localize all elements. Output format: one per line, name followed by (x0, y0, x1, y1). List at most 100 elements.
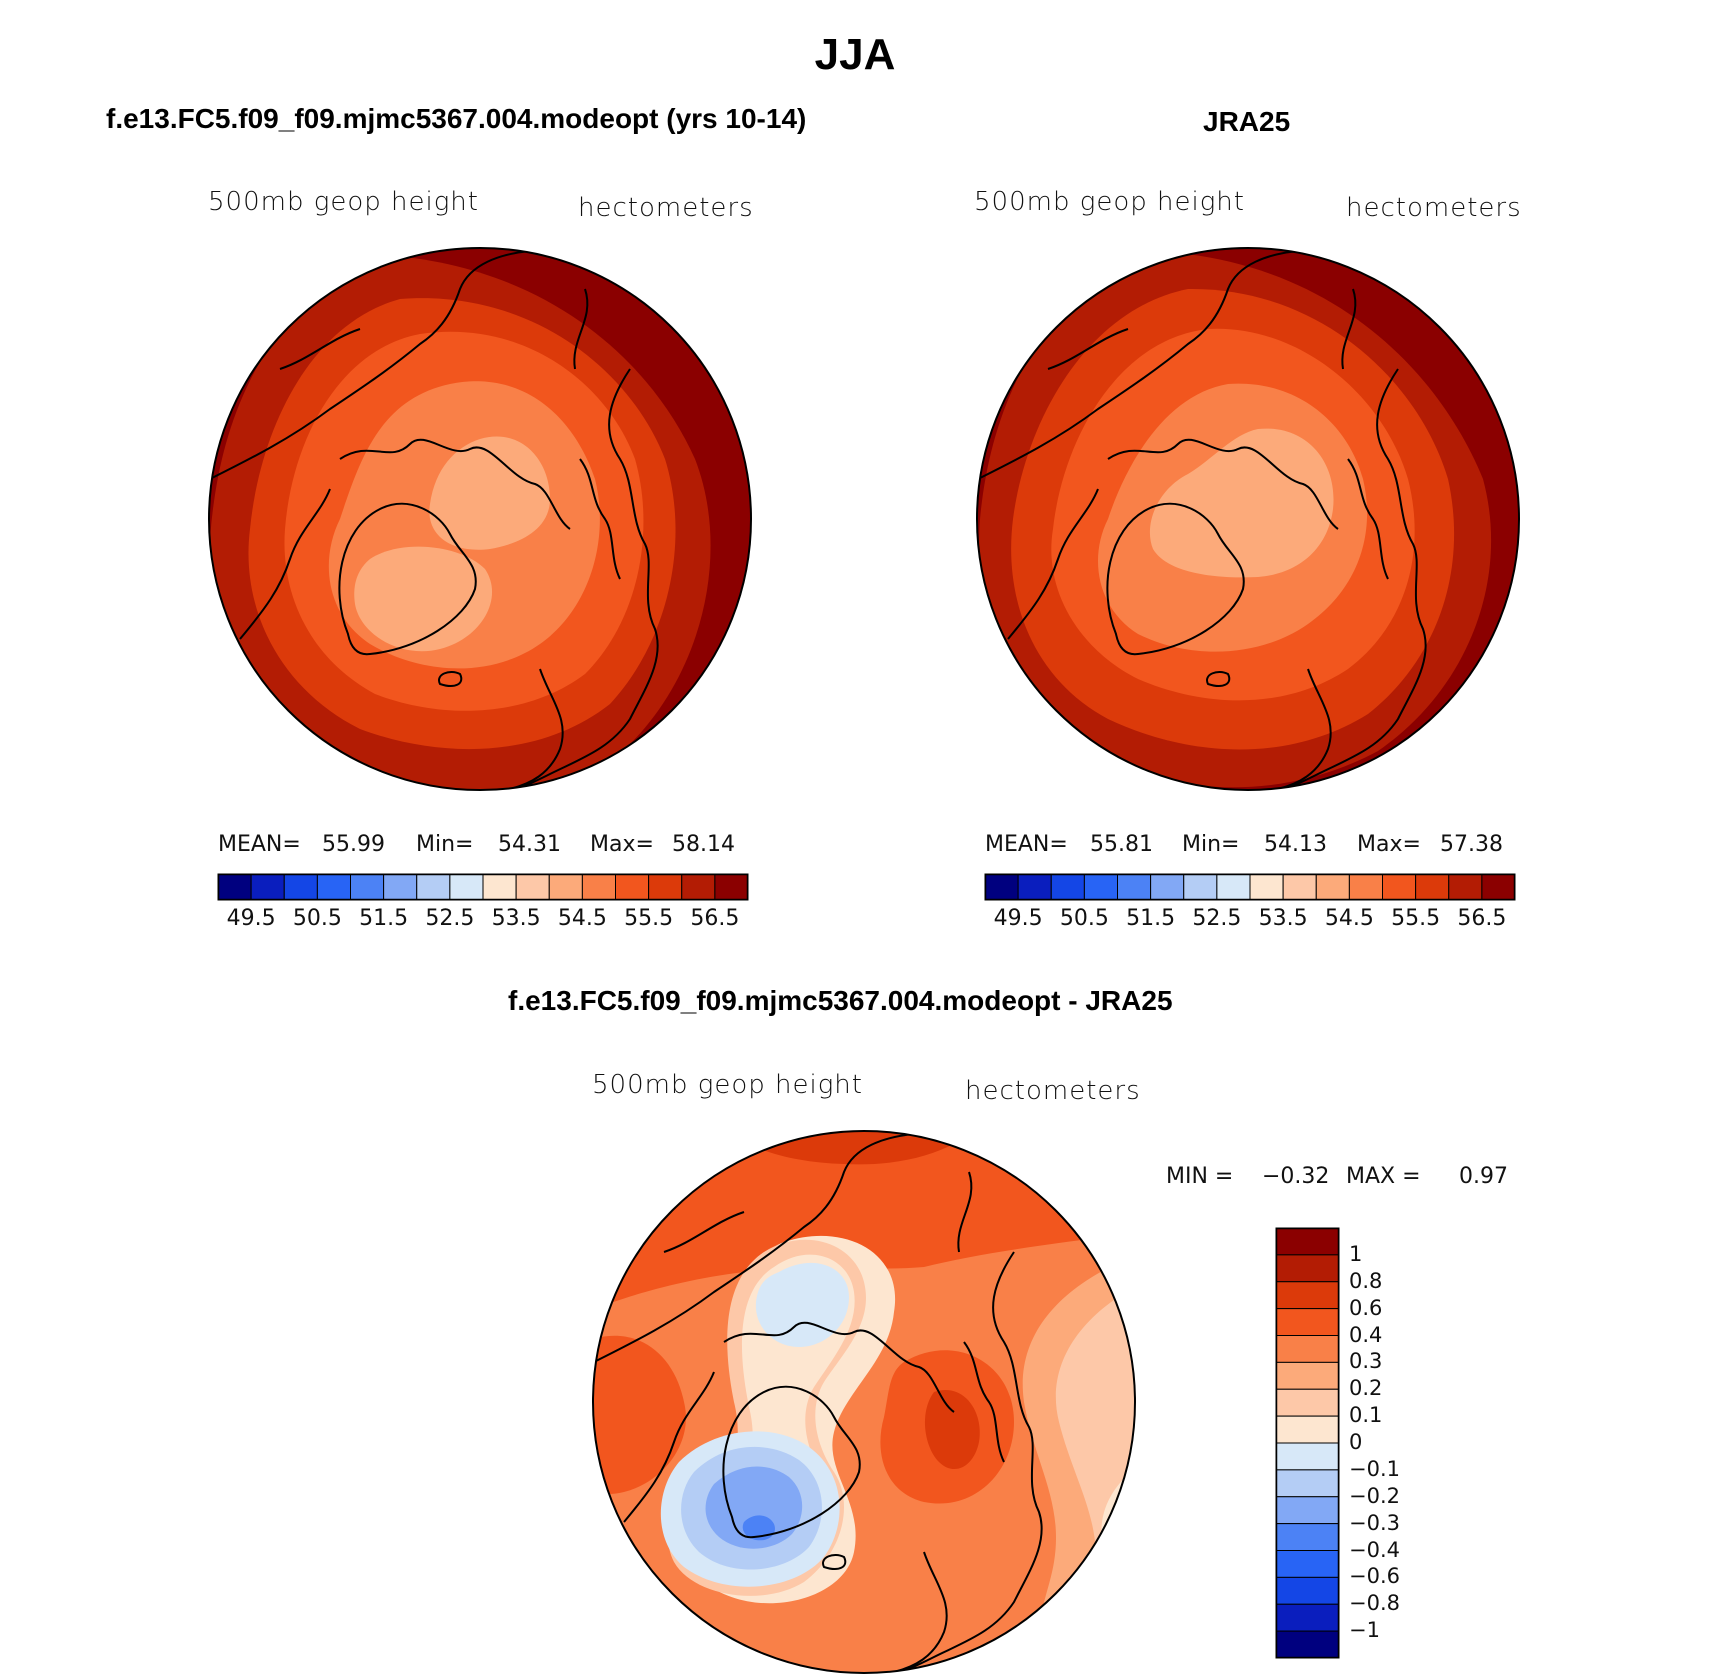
colorbar-swatch (1017, 873, 1052, 901)
colorbar-tick-label: 56.5 (690, 906, 740, 931)
colorbar-tick-label: 0.6 (1349, 1295, 1383, 1320)
colorbar-swatch (416, 873, 451, 901)
colorbar-swatch (1315, 873, 1350, 901)
diff-band-neg0_05-arctic (755, 1262, 849, 1347)
colorbar-swatch (1275, 1550, 1340, 1578)
diff-units-label: hectometers (965, 1076, 1141, 1106)
model-band-54_25-greenland (354, 546, 493, 652)
diff-polar-map (592, 1130, 1136, 1674)
colorbar-tick-label: 0.2 (1349, 1376, 1383, 1401)
colorbar-tick-label: 53.5 (1258, 906, 1308, 931)
colorbar-swatch (1481, 873, 1516, 901)
colorbar-tick-label: 0.3 (1349, 1349, 1383, 1374)
colorbar-tick-label: 0 (1349, 1430, 1363, 1454)
colorbar-swatch (581, 873, 616, 901)
diff-band-neg0_05-east (1120, 1512, 1133, 1562)
obs-panel-title: JRA25 (1203, 106, 1291, 137)
colorbar-swatch (316, 873, 351, 901)
obs-polar-map (976, 247, 1520, 791)
model-field-label: 500mb geop height (208, 187, 479, 217)
colorbar-swatch (383, 873, 418, 901)
colorbar-tick-label: 49.5 (993, 906, 1043, 931)
colorbar-tick-label: 53.5 (491, 906, 541, 931)
colorbar-tick-label: 56.5 (1457, 906, 1507, 931)
colorbar-swatch (1275, 1576, 1340, 1605)
colorbar-swatch (1183, 873, 1218, 901)
colorbar-swatch (217, 873, 252, 901)
colorbar-swatch (250, 873, 285, 901)
colorbar-swatch (1117, 873, 1152, 901)
colorbar-tick-label: 52.5 (1192, 906, 1242, 931)
colorbar-tick-label: 51.5 (359, 906, 409, 931)
colorbar-tick-label: −0.8 (1349, 1591, 1400, 1616)
diff-max-label: MAX = (1346, 1164, 1421, 1189)
colorbar-swatch (1275, 1442, 1340, 1471)
model-max-value: 58.14 (672, 832, 735, 857)
diff-min-label: MIN = (1166, 1164, 1234, 1189)
model-max-label: Max= (590, 832, 654, 857)
colorbar-swatch (1275, 1281, 1340, 1310)
obs-min-value: 54.13 (1264, 832, 1327, 857)
colorbar-swatch (350, 873, 385, 901)
obs-mean-label: MEAN= (985, 832, 1068, 857)
colorbar-tick-label: 54.5 (1324, 906, 1374, 931)
model-polar-map (208, 247, 752, 791)
colorbar-swatch (1275, 1523, 1340, 1551)
colorbar-tick-label: 50.5 (292, 906, 342, 931)
obs-max-value: 57.38 (1440, 832, 1503, 857)
colorbar-tick-label: 0.1 (1349, 1403, 1383, 1428)
colorbar-tick-label: 55.5 (624, 906, 674, 931)
colorbar-swatch (1275, 1388, 1340, 1417)
colorbar-tick-label: 55.5 (1391, 906, 1441, 931)
obs-units-label: hectometers (1346, 193, 1522, 223)
colorbar-frame (217, 873, 749, 901)
model-mean-value: 55.99 (322, 832, 385, 857)
colorbar-swatch (1382, 873, 1417, 901)
model-min-value: 54.31 (498, 832, 561, 857)
colorbar-swatch (1275, 1227, 1340, 1256)
colorbar-swatch (1275, 1630, 1340, 1659)
colorbar-tick-label: −0.3 (1349, 1510, 1400, 1535)
diff-band-0_5-west (593, 1335, 686, 1494)
obs-min-label: Min= (1182, 832, 1240, 857)
diff-field-label: 500mb geop height (592, 1070, 863, 1100)
colorbar-swatch (1282, 873, 1317, 901)
colorbar-swatch (714, 873, 749, 901)
model-colorbar (217, 873, 749, 901)
obs-coastlines (977, 250, 1427, 790)
diff-coastlines (593, 1133, 1043, 1673)
colorbar-swatch (1415, 873, 1450, 901)
colorbar-tick-label: −0.6 (1349, 1564, 1400, 1589)
colorbar-tick-label: −0.1 (1349, 1456, 1400, 1481)
colorbar-swatch (1275, 1254, 1340, 1283)
colorbar-swatch (984, 873, 1019, 901)
model-panel-title: f.e13.FC5.f09_f09.mjmc5367.004.modeopt (… (106, 103, 807, 134)
obs-band-54_25 (1149, 428, 1334, 578)
model-min-label: Min= (416, 832, 474, 857)
diff-band-neg0_25-greenland (705, 1466, 803, 1549)
obs-colorbar (984, 873, 1516, 901)
colorbar-tick-label: 52.5 (425, 906, 475, 931)
colorbar-swatch (681, 873, 716, 901)
obs-max-label: Max= (1357, 832, 1421, 857)
colorbar-swatch (1275, 1496, 1340, 1525)
diff-min-value: −0.32 (1262, 1164, 1330, 1189)
colorbar-swatch (1249, 873, 1284, 901)
diff-band-0_7-central (924, 1390, 980, 1470)
colorbar-swatch (648, 873, 683, 901)
diff-band-neg0_35-greenland (742, 1515, 775, 1541)
colorbar-swatch (1275, 1361, 1340, 1390)
diff-max-value: 0.97 (1459, 1164, 1508, 1189)
colorbar-swatch (1275, 1308, 1340, 1336)
colorbar-tick-label: 0.4 (1349, 1322, 1383, 1347)
colorbar-tick-label: −0.2 (1349, 1483, 1400, 1508)
obs-mean-value: 55.81 (1090, 832, 1153, 857)
colorbar-tick-label: 50.5 (1059, 906, 1109, 931)
colorbar-swatch (283, 873, 318, 901)
colorbar-swatch (1275, 1415, 1340, 1444)
diff-colorbar (1275, 1227, 1340, 1659)
colorbar-frame (1275, 1227, 1340, 1659)
colorbar-tick-label: 54.5 (557, 906, 607, 931)
colorbar-swatch (1348, 873, 1383, 901)
model-band-54_25 (429, 436, 550, 550)
